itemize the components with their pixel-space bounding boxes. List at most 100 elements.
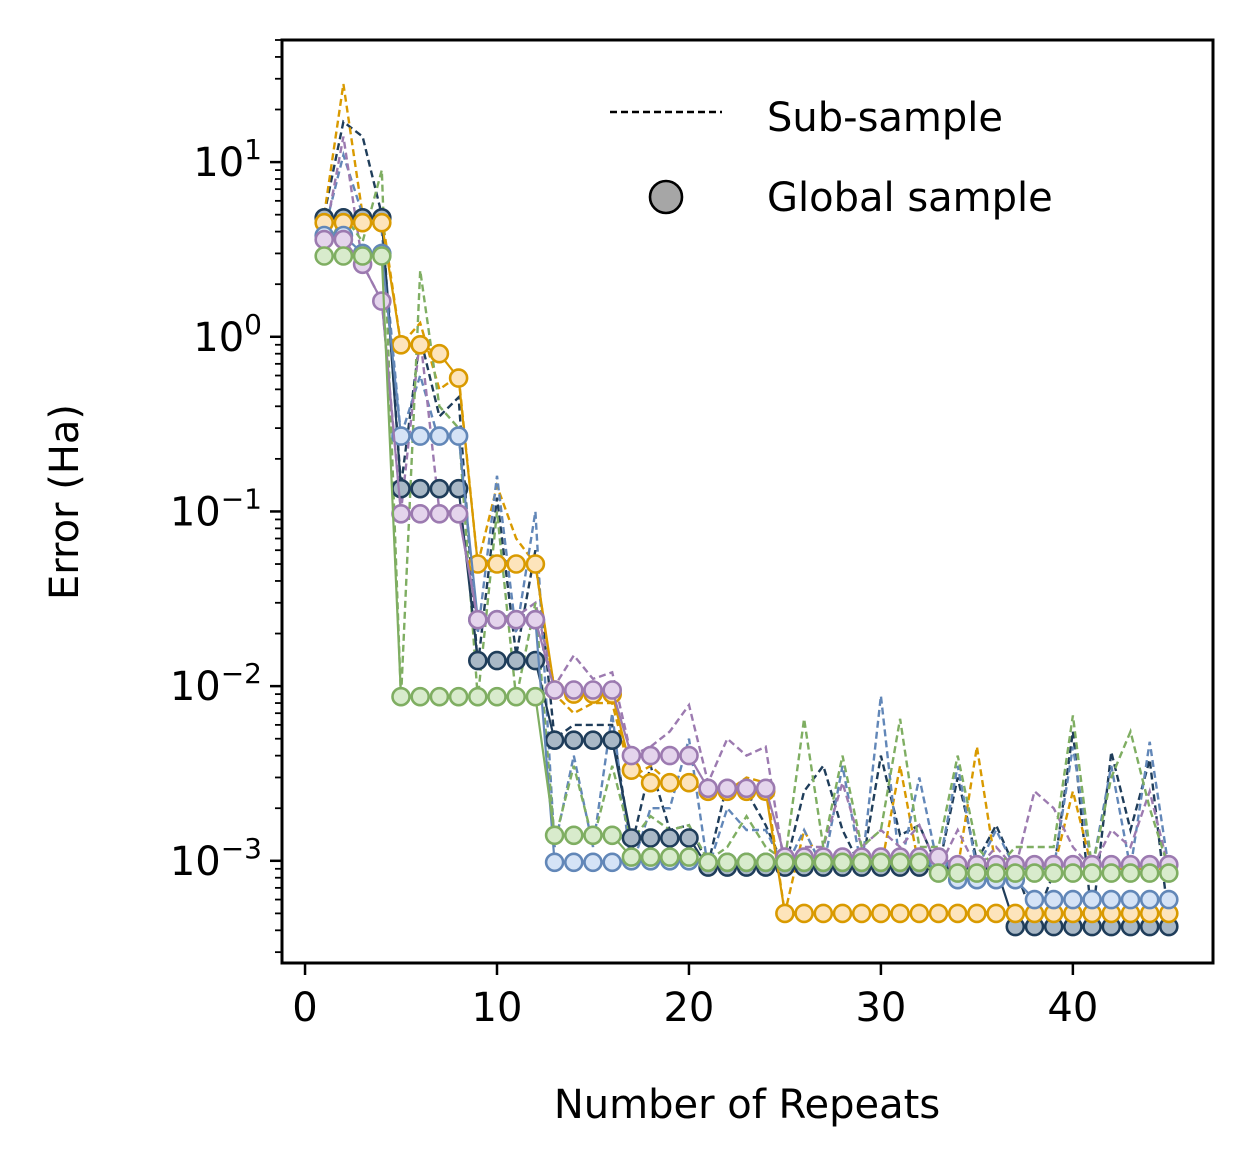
series-green-point bbox=[410, 686, 431, 707]
series-purple-point bbox=[467, 609, 488, 630]
series-orange-point bbox=[947, 903, 968, 924]
series-purple-point bbox=[487, 609, 507, 630]
legend: Sub-sample Global sample bbox=[610, 95, 1053, 221]
series-orange-point bbox=[371, 212, 392, 233]
series-navy-point bbox=[679, 828, 699, 848]
series-green-point bbox=[391, 686, 411, 707]
series-orange-point bbox=[775, 903, 795, 924]
series-navy-point bbox=[602, 730, 623, 751]
series-orange-point bbox=[890, 903, 910, 924]
series-green-point bbox=[333, 246, 354, 266]
series-navy-point bbox=[621, 828, 642, 848]
series-orange-point bbox=[487, 554, 507, 574]
series-orange-point bbox=[659, 772, 680, 793]
y-tick-label: 10−3 bbox=[170, 832, 262, 885]
series-orange-point bbox=[928, 903, 949, 924]
series-green-point bbox=[928, 863, 949, 883]
series-green-point bbox=[1159, 863, 1179, 883]
x-tick-label: 0 bbox=[292, 985, 317, 1031]
series-blue-point bbox=[583, 852, 603, 873]
legend-circle-marker bbox=[648, 179, 684, 215]
series-purple-point bbox=[736, 778, 757, 799]
series-orange-point bbox=[467, 554, 488, 574]
series-purple-point bbox=[640, 745, 661, 766]
series-green-point bbox=[1101, 863, 1122, 883]
axes-frame: 0 10 20 30 40 101 100 10−1 10−2 10−3 bbox=[170, 38, 1215, 1031]
series-green-point bbox=[775, 852, 795, 873]
series-green-point bbox=[352, 246, 373, 266]
series-purple-point bbox=[429, 503, 450, 524]
series-orange-point bbox=[871, 903, 891, 924]
series-orange-global-line bbox=[324, 221, 1169, 915]
series-orange-point bbox=[679, 772, 699, 793]
series-green-point bbox=[967, 863, 987, 883]
series-navy-point bbox=[640, 828, 661, 848]
series-green-point bbox=[1082, 863, 1102, 883]
series-navy-point bbox=[429, 478, 450, 499]
series-green-point bbox=[659, 847, 680, 867]
series-navy-point bbox=[391, 478, 411, 499]
series-green-point bbox=[467, 686, 488, 707]
series-navy-point bbox=[544, 730, 565, 751]
series-green-point bbox=[717, 852, 738, 873]
series-green-point bbox=[1043, 863, 1064, 883]
series-green-point bbox=[506, 686, 527, 707]
x-tick-label: 10 bbox=[472, 985, 523, 1031]
series-green-point bbox=[621, 847, 642, 867]
series-navy-global-line bbox=[324, 216, 1169, 928]
series-green-point bbox=[986, 863, 1006, 883]
x-tick-label: 30 bbox=[855, 985, 906, 1031]
series-green-point bbox=[909, 852, 930, 873]
series-green-point bbox=[487, 686, 507, 707]
series-navy-point bbox=[506, 650, 527, 671]
series-blue-point bbox=[1120, 889, 1141, 910]
series-orange-point bbox=[525, 554, 546, 574]
series-green-point bbox=[947, 863, 968, 883]
series-green-point bbox=[525, 686, 546, 707]
series-blue-point bbox=[1139, 889, 1160, 910]
series-green-point bbox=[429, 686, 450, 707]
legend-label-global: Global sample bbox=[767, 175, 1053, 221]
series-navy-point bbox=[525, 650, 546, 671]
y-tick-label: 10−2 bbox=[170, 657, 262, 710]
series-green-point bbox=[794, 852, 814, 873]
series-green-point bbox=[544, 825, 565, 846]
series-orange-point bbox=[410, 334, 431, 355]
series-blue-point bbox=[1024, 889, 1045, 910]
series-orange-point bbox=[967, 903, 987, 924]
series-green-point bbox=[314, 246, 335, 266]
series-blue-point bbox=[563, 852, 584, 873]
series-orange-point bbox=[352, 212, 373, 233]
series-purple-point bbox=[621, 745, 642, 766]
series-orange-point bbox=[391, 334, 411, 355]
y-tick-label: 100 bbox=[193, 308, 262, 361]
x-tick-label: 40 bbox=[1047, 985, 1098, 1031]
series-navy-point bbox=[563, 730, 584, 751]
series-green-point bbox=[1063, 863, 1083, 883]
series-orange-point bbox=[506, 554, 527, 574]
series-blue-point bbox=[410, 426, 431, 446]
legend-label-subsample: Sub-sample bbox=[767, 95, 1003, 141]
series-green-point bbox=[679, 847, 699, 867]
series-orange-point bbox=[640, 772, 661, 793]
series-orange-point bbox=[832, 903, 853, 924]
series-purple-point bbox=[698, 778, 718, 799]
series-purple-subsample-line bbox=[323, 136, 1170, 872]
y-tick-label: 101 bbox=[193, 133, 262, 186]
series-purple-point bbox=[602, 680, 623, 700]
series-green-point bbox=[813, 852, 834, 873]
series-purple-point bbox=[410, 503, 431, 524]
series-purple-point bbox=[679, 745, 699, 766]
series-navy-point bbox=[467, 650, 488, 671]
series-purple-point bbox=[371, 291, 392, 311]
series-green-point bbox=[736, 852, 757, 873]
series-purple-point bbox=[314, 229, 335, 250]
series-purple-global-line bbox=[324, 238, 1169, 866]
series-green-point bbox=[1005, 863, 1026, 883]
series-green-point bbox=[583, 825, 603, 846]
series-green-point bbox=[563, 825, 584, 846]
series-green-point bbox=[1139, 863, 1160, 883]
series-orange-point bbox=[851, 903, 872, 924]
series-green-point bbox=[890, 852, 910, 873]
